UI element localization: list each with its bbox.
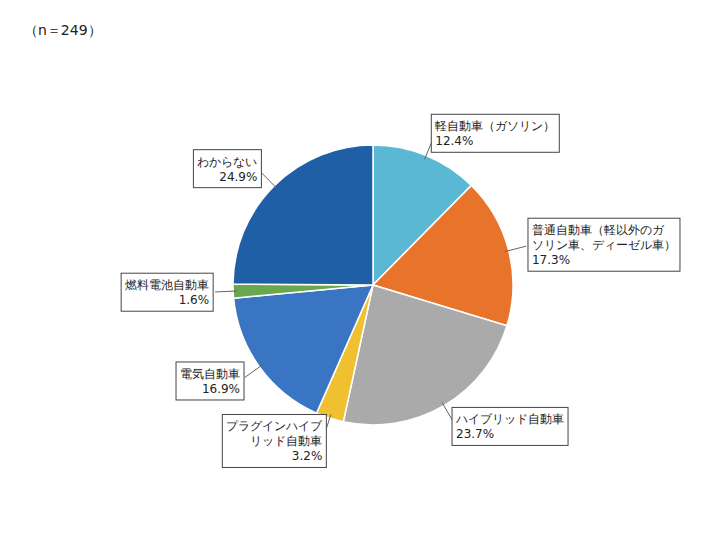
html-text:（n＝249）: （n＝249） (24, 22, 102, 38)
svg-text:プラグインハイブリッド自動車3.2%: プラグインハイブリッド自動車3.2% (226, 419, 323, 463)
svg-text:燃料電池自動車1.6%: 燃料電池自動車1.6% (125, 278, 209, 307)
svg-text:ハイブリッド自動車23.7%: ハイブリッド自動車23.7% (455, 412, 564, 441)
svg-text:軽自動車（ガソリン）12.4%: 軽自動車（ガソリン）12.4% (435, 119, 555, 148)
svg-text:電気自動車16.9%: 電気自動車16.9% (180, 367, 240, 396)
svg-text:普通自動車（軽以外のガソリン車、ディーゼル車）17.3%: 普通自動車（軽以外のガソリン車、ディーゼル車）17.3% (532, 223, 676, 267)
svg-text:わからない24.9%: わからない24.9% (197, 155, 257, 184)
